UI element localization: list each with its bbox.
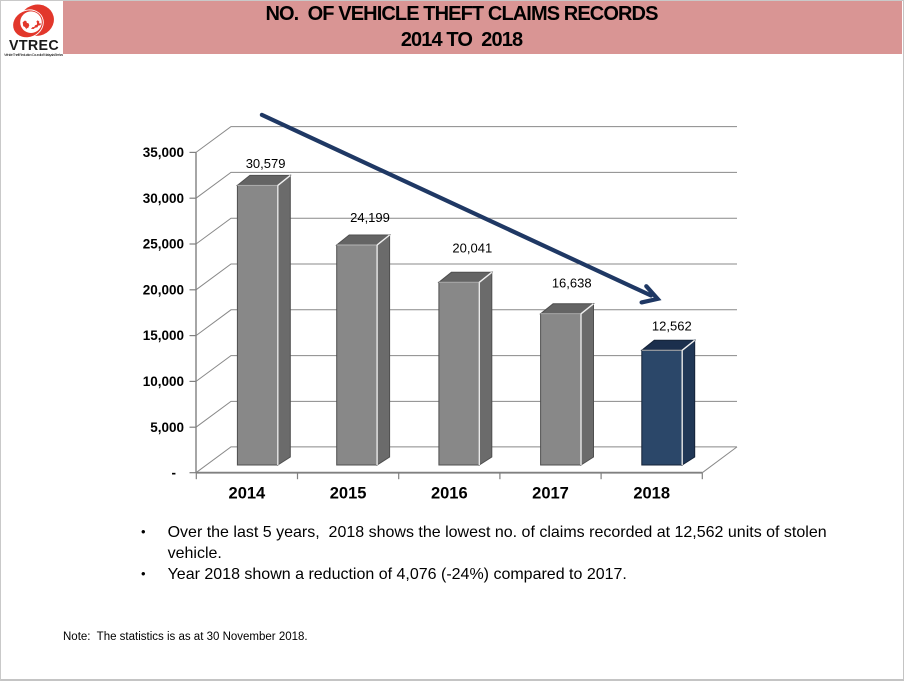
svg-text:20,041: 20,041 [452, 241, 492, 256]
svg-text:30,579: 30,579 [246, 156, 286, 171]
svg-text:Vehicle Theft Reduction Counci: Vehicle Theft Reduction Council of Malay… [4, 53, 63, 57]
svg-text:20,000: 20,000 [143, 282, 184, 297]
svg-text:5,000: 5,000 [150, 420, 184, 435]
svg-text:16,638: 16,638 [552, 276, 592, 291]
svg-text:-: - [172, 465, 177, 480]
svg-text:30,000: 30,000 [143, 191, 184, 206]
svg-text:2015: 2015 [330, 485, 367, 503]
svg-text:2016: 2016 [431, 485, 468, 503]
svg-text:2018: 2018 [633, 485, 670, 503]
svg-text:2017: 2017 [532, 485, 569, 503]
svg-text:10,000: 10,000 [143, 374, 184, 389]
svg-text:35,000: 35,000 [143, 145, 184, 160]
svg-text:15,000: 15,000 [143, 328, 184, 343]
svg-text:VTREC: VTREC [9, 38, 59, 54]
svg-text:2014: 2014 [229, 485, 267, 503]
svg-text:12,562: 12,562 [652, 319, 692, 334]
svg-text:25,000: 25,000 [143, 237, 184, 252]
svg-text:24,199: 24,199 [350, 210, 390, 225]
